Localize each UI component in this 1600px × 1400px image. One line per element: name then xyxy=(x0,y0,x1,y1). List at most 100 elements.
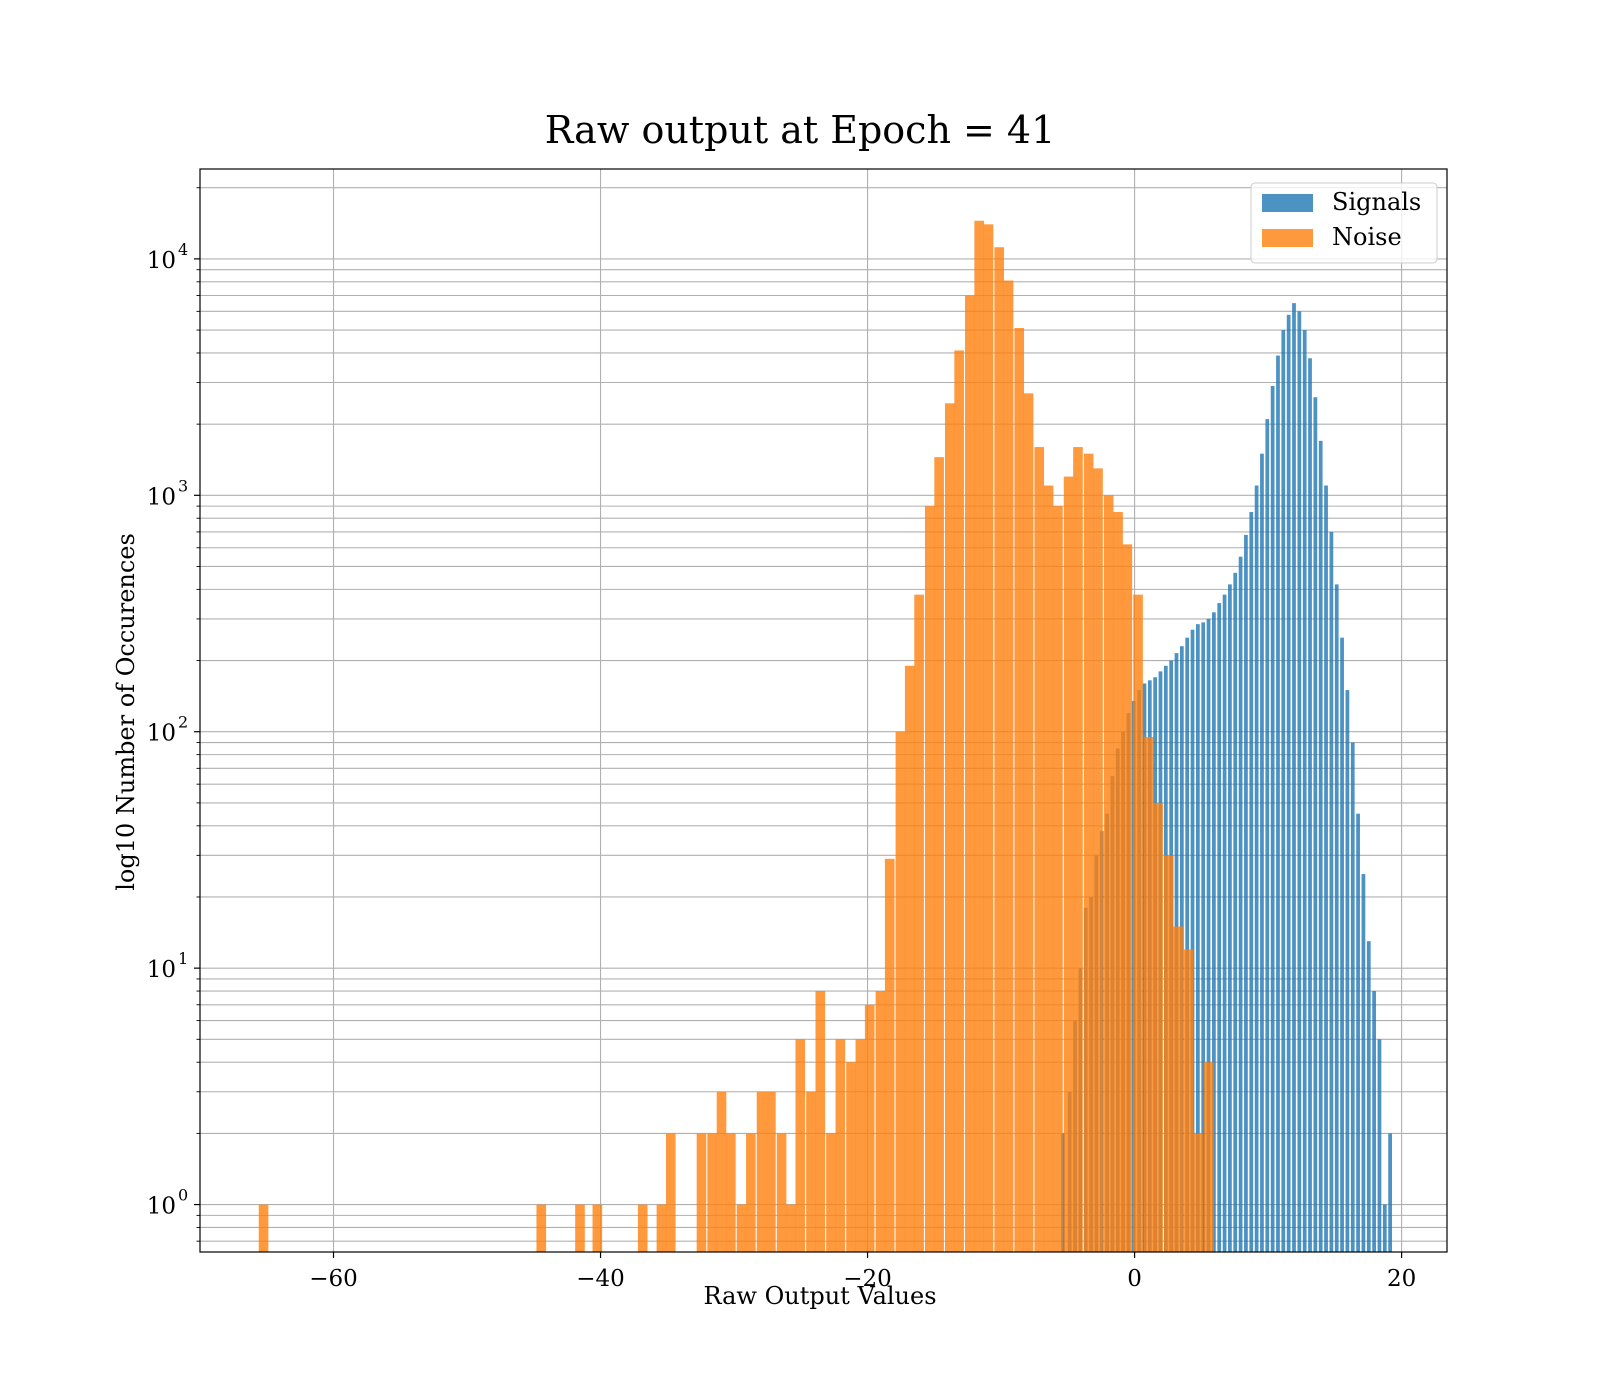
noise-bar xyxy=(776,1133,787,1252)
noise-bar xyxy=(806,1091,816,1252)
noise-bar xyxy=(826,1133,836,1252)
signals-bar xyxy=(1206,618,1211,1252)
signals-bar xyxy=(1185,637,1190,1252)
signals-bar xyxy=(1190,629,1195,1252)
signals-bar xyxy=(1254,485,1259,1252)
noise-bar xyxy=(1103,495,1114,1252)
noise-bar xyxy=(1014,328,1025,1252)
noise-bar xyxy=(736,1204,747,1252)
chart-title: Raw output at Epoch = 41 xyxy=(545,108,1056,152)
signals-bar xyxy=(1366,941,1371,1252)
signals-bar xyxy=(1340,637,1344,1252)
signals-bar xyxy=(1061,1133,1065,1252)
noise-bar xyxy=(965,295,975,1252)
noise-bar xyxy=(1063,476,1074,1253)
x-tick-label: −60 xyxy=(309,1266,358,1292)
noise-bar xyxy=(1003,280,1014,1252)
noise-bar xyxy=(846,1062,856,1252)
signals-bar xyxy=(1244,534,1248,1252)
noise-bar xyxy=(1043,485,1054,1252)
noise-bar xyxy=(1153,802,1163,1252)
x-axis-label: Raw Output Values xyxy=(703,1282,936,1310)
signals-bar xyxy=(1201,622,1206,1252)
y-tick-label: 10 xyxy=(147,721,176,747)
signals-bar xyxy=(1228,584,1232,1252)
signals-bar xyxy=(1356,813,1360,1252)
noise-bar xyxy=(855,1039,866,1252)
noise-bar xyxy=(656,1204,667,1252)
noise-bar xyxy=(934,457,944,1253)
noise-bar xyxy=(924,506,935,1252)
y-tick-exponent: 2 xyxy=(178,713,188,732)
signals-bar xyxy=(1302,330,1307,1253)
legend-swatch-noise xyxy=(1262,229,1313,247)
noise-bar xyxy=(726,1133,736,1252)
noise-bar xyxy=(974,220,984,1252)
legend: Signals Noise xyxy=(1250,182,1438,264)
noise-bar xyxy=(1183,949,1194,1252)
signals-bar xyxy=(1372,991,1376,1252)
signals-bar xyxy=(1222,594,1227,1252)
noise-bars xyxy=(258,220,1214,1253)
noise-bar xyxy=(795,1039,806,1252)
noise-bar xyxy=(1133,594,1143,1252)
noise-bar xyxy=(665,1133,676,1252)
noise-bar xyxy=(1204,1062,1214,1252)
legend-label-signals: Signals xyxy=(1332,188,1421,216)
noise-bar xyxy=(835,1039,846,1252)
signals-bar xyxy=(1260,453,1264,1253)
noise-bar xyxy=(766,1091,776,1252)
signals-bar xyxy=(1297,311,1302,1252)
noise-bar xyxy=(746,1133,756,1252)
signals-bar xyxy=(1308,358,1312,1252)
noise-bar xyxy=(536,1204,547,1252)
signals-bar xyxy=(1286,314,1291,1253)
signals-bar xyxy=(1217,603,1222,1252)
y-tick-exponent: 1 xyxy=(178,949,188,968)
noise-bar xyxy=(1083,453,1094,1253)
noise-bar xyxy=(1143,736,1154,1252)
signals-bar xyxy=(1324,485,1328,1252)
noise-bar xyxy=(756,1091,767,1252)
noise-bar xyxy=(1023,393,1034,1252)
noise-bar xyxy=(1122,544,1133,1252)
signals-bar xyxy=(1212,612,1216,1252)
noise-bar xyxy=(1073,447,1083,1252)
noise-bar xyxy=(1173,926,1183,1252)
signals-bar xyxy=(1382,1204,1387,1252)
noise-bar xyxy=(592,1204,603,1252)
x-tick-label: 0 xyxy=(1127,1266,1142,1292)
x-tick-label: −40 xyxy=(576,1266,625,1292)
signals-bar xyxy=(1249,511,1254,1253)
signals-bar xyxy=(1270,385,1275,1252)
plot-frame xyxy=(199,168,1448,1253)
noise-bar xyxy=(1034,447,1045,1252)
signals-bar xyxy=(1265,419,1270,1252)
noise-bar xyxy=(864,1004,875,1252)
legend-swatch-signals xyxy=(1262,194,1313,212)
noise-bar xyxy=(944,403,955,1252)
y-axis-label: log10 Number of Occurences xyxy=(112,533,140,891)
x-axis-ticks: −60 −40 −20 0 20 xyxy=(309,1252,1416,1292)
noise-bar xyxy=(994,247,1005,1252)
noise-bar xyxy=(895,731,906,1252)
signals-bar xyxy=(1388,1133,1392,1252)
y-tick-label: 10 xyxy=(147,484,176,510)
legend-label-noise: Noise xyxy=(1332,223,1402,251)
noise-bar xyxy=(884,858,895,1252)
y-tick-exponent: 3 xyxy=(178,476,188,495)
noise-bar xyxy=(707,1133,717,1252)
noise-bar xyxy=(954,350,964,1252)
signals-bar xyxy=(1350,742,1355,1252)
x-tick-label: −20 xyxy=(843,1266,892,1292)
noise-bar xyxy=(716,1091,727,1252)
y-tick-exponent: 0 xyxy=(178,1186,188,1205)
noise-bar xyxy=(904,665,915,1252)
y-tick-exponent: 4 xyxy=(178,240,188,259)
noise-bar xyxy=(1093,468,1103,1253)
signals-bar xyxy=(1334,584,1339,1252)
signals-bar xyxy=(1276,355,1280,1252)
y-tick-label: 10 xyxy=(147,957,176,983)
noise-bar xyxy=(983,224,994,1253)
